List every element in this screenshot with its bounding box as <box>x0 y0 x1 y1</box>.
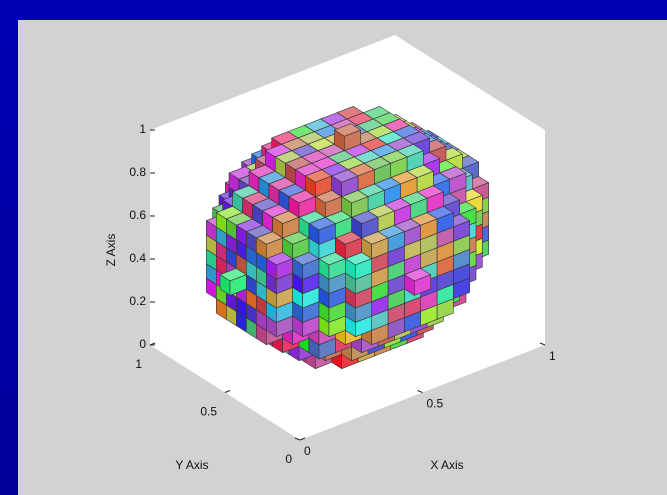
x-tick-label: 1 <box>549 349 556 363</box>
voxel-face <box>344 129 361 152</box>
x-tick <box>417 390 423 393</box>
x-tick-label: 0.5 <box>427 397 444 411</box>
voxel-sphere <box>205 105 490 370</box>
y-tick-label: 1 <box>135 357 142 371</box>
voxel-face <box>414 274 431 296</box>
voxel-face <box>318 223 336 245</box>
y-tick-label: 0.5 <box>200 405 217 419</box>
y-axis-label: Y Axis <box>175 458 208 472</box>
voxel-face <box>341 175 359 198</box>
x-tick <box>539 342 546 346</box>
y-tick <box>224 390 231 393</box>
y-tick <box>149 342 156 346</box>
voxel-face <box>351 196 369 218</box>
z-tick-label: 1 <box>139 122 146 136</box>
z-axis-label: Z Axis <box>104 234 118 267</box>
y-tick-label: 0 <box>285 452 292 466</box>
x-tick <box>294 437 301 441</box>
voxel-face <box>361 216 379 239</box>
voxel-face <box>371 237 389 260</box>
x-tick-label: 0 <box>304 444 311 458</box>
x-axis-label: X Axis <box>430 458 463 472</box>
z-tick-label: 0.6 <box>129 208 146 222</box>
y-tick <box>299 437 306 441</box>
z-tick-label: 0.2 <box>129 294 146 308</box>
z-tick-label: 0 <box>139 337 146 351</box>
z-tick-label: 0.8 <box>129 165 146 179</box>
z-tick-label: 0.4 <box>129 251 146 265</box>
